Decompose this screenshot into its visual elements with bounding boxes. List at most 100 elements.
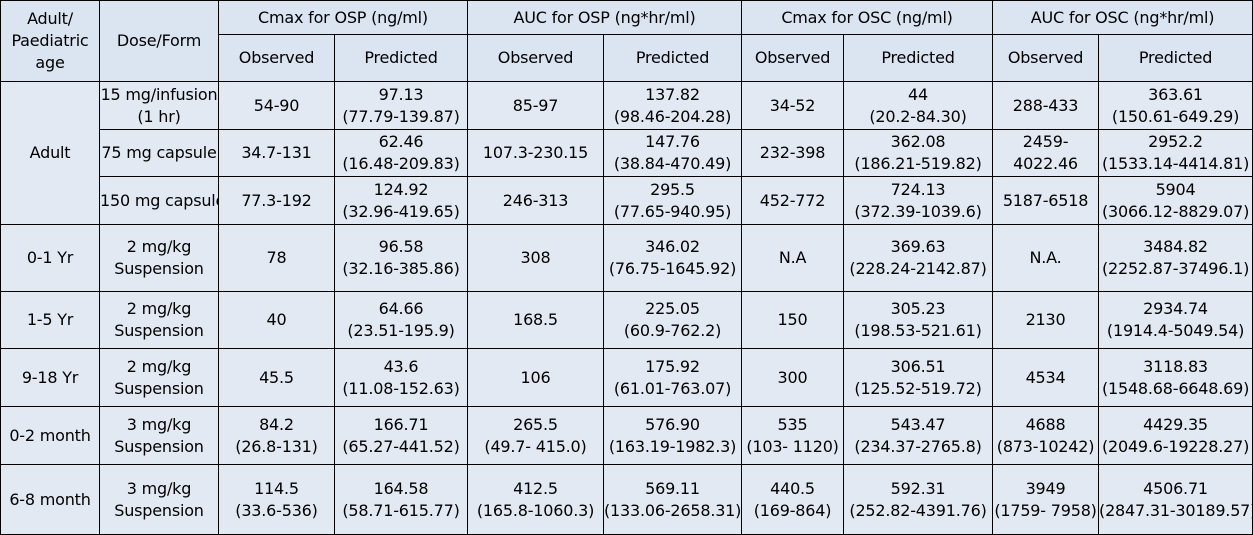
value-line: 85-97 xyxy=(512,95,559,115)
observed-cell: 150 xyxy=(741,291,845,349)
range-line: (61.01-763.07) xyxy=(613,378,732,398)
predicted-cell: 724.13 (372.39-1039.6) xyxy=(843,176,994,225)
predicted-cell: 369.63 (228.24-2142.87) xyxy=(843,224,994,292)
predicted-cell: 43.6 (11.08-152.63) xyxy=(334,348,468,407)
predicted-cell: 44 (20.2-84.30) xyxy=(843,81,994,130)
range-line: (1548.68-6648.69) xyxy=(1101,378,1250,398)
header-auc-osc: AUC for OSC (ng*hr/ml) xyxy=(992,0,1253,35)
range-line: (33.6-536) xyxy=(235,500,318,520)
header-cmax-osc: Cmax for OSC (ng/ml) xyxy=(741,0,994,35)
range-line: (150.61-649.29) xyxy=(1111,106,1240,126)
range-line: (169-864) xyxy=(753,500,832,520)
range-line: (1759- 7958) xyxy=(994,500,1097,520)
table-row-paediatric: 0-1 Yr 2 mg/kg Suspension 78 96.58 (32.16-385… xyxy=(0,224,1253,292)
value-line: 147.76 xyxy=(645,132,700,151)
predicted-cell: 137.82 (98.46-204.28) xyxy=(602,81,743,130)
range-line: (98.46-204.28) xyxy=(613,106,732,126)
dose-line: 2 mg/kg xyxy=(126,299,192,318)
value-line: 64.66 xyxy=(378,299,424,318)
value-line: 34.7-131 xyxy=(241,143,312,162)
value-line: 412.5 xyxy=(513,478,558,498)
value-line: 2952.2 xyxy=(1148,132,1203,151)
value-line: 295.5 xyxy=(650,179,695,199)
value-line: 306.51 xyxy=(890,356,946,376)
observed-cell: 78 xyxy=(218,224,335,292)
observed-cell: 265.5 (49.7- 415.0) xyxy=(467,406,604,465)
value-line: 305.23 xyxy=(890,299,946,318)
dose-cell: 2 mg/kg Suspension xyxy=(99,224,219,292)
range-line: (65.27-441.52) xyxy=(342,436,460,456)
dose-cell: 150 mg capsule xyxy=(99,176,219,225)
observed-cell: 54-90 xyxy=(218,81,335,130)
range-line: (2847.31-30189.57) xyxy=(1099,500,1253,520)
predicted-cell: 2934.74 (1914.4-5049.54) xyxy=(1098,291,1253,349)
value-line: 288-433 xyxy=(1012,95,1079,115)
header-row-sub: Observed Predicted Observed Predicted Ob… xyxy=(1,34,1253,82)
predicted-cell: 4429.35 (2049.6-19228.27) xyxy=(1098,406,1253,465)
range-line: (60.9-762.2) xyxy=(623,321,722,340)
range-line: (1914.4-5049.54) xyxy=(1106,321,1245,340)
predicted-cell: 96.58 (32.16-385.86) xyxy=(334,224,468,292)
predicted-cell: 295.5 (77.65-940.95) xyxy=(602,176,743,225)
range-line: (186.21-519.82) xyxy=(854,154,982,173)
observed-cell: 246-313 xyxy=(467,176,604,225)
table-row-adult-15mg: Adult 15 mg/infusion (1 hr) 54-90 97.13(… xyxy=(0,81,1253,225)
value-line: 78 xyxy=(266,248,287,267)
value-line: 40 xyxy=(266,310,287,329)
range-line: (49.7- 415.0) xyxy=(484,436,587,456)
header-cmax-osp: Cmax for OSP (ng/ml) xyxy=(218,0,468,35)
dose-line: Suspension xyxy=(114,378,204,398)
observed-cell: 2459- 4022.46 xyxy=(992,129,1100,177)
predicted-cell: 64.66 (23.51-195.9) xyxy=(334,291,468,349)
header-auc-osp: AUC for OSP (ng*hr/ml) xyxy=(466,0,743,35)
dose-line: Suspension xyxy=(114,500,204,520)
dose-cell: 3 mg/kg Suspension xyxy=(99,464,219,535)
age-cell: 6-8 month xyxy=(0,464,100,535)
observed-cell: 114.5 (33.6-536) xyxy=(218,464,335,535)
age-cell: 0-1 Yr xyxy=(0,224,100,292)
range-line: (228.24-2142.87) xyxy=(849,259,987,278)
observed-cell: 2130 xyxy=(992,291,1100,349)
header-dose-form: Dose/Form xyxy=(99,0,219,82)
predicted-cell: 97.13 (77.79-139.87) xyxy=(334,81,468,130)
predicted-cell: 124.92 (32.96-419.65) xyxy=(334,176,468,225)
observed-cell: 3949 (1759- 7958) xyxy=(992,464,1100,535)
header-age-line-1: Adult/ xyxy=(27,9,73,28)
range-line: (23.51-195.9) xyxy=(347,321,455,340)
predicted-cell: 543.47 (234.37-2765.8) xyxy=(843,406,994,465)
observed-cell: 45.5 xyxy=(218,348,335,407)
header-predicted: Predicted xyxy=(843,34,994,82)
predicted-cell: 576.90 (163.19-1982.3) xyxy=(602,406,743,465)
value-line: 265.5 xyxy=(513,414,558,434)
table-row-paediatric: 0-2 month 3 mg/kg Suspension 84.2 (26.8-131)… xyxy=(0,406,1253,465)
predicted-cell: 225.05 (60.9-762.2) xyxy=(602,291,743,349)
observed-cell: 288-433 xyxy=(992,81,1100,130)
value-line: 724.13 xyxy=(890,179,946,199)
value-line: 168.5 xyxy=(513,310,558,329)
observed-cell: N.A xyxy=(741,224,845,292)
observed-cell: 5187-6518 xyxy=(992,176,1100,225)
value-line: 166.71 xyxy=(373,414,429,434)
observed-cell: 412.5 (165.8-1060.3) xyxy=(467,464,604,535)
range-line: (77.79-139.87) xyxy=(342,106,460,126)
value-line: 137.82 xyxy=(645,84,700,104)
paediatric-rows: 0-1 Yr 2 mg/kg Suspension 78 96.58 (32.16-385… xyxy=(0,224,1253,535)
header-observed: Observed xyxy=(992,34,1100,82)
dose-line: 75 mg capsule xyxy=(101,143,217,162)
value-line: 363.61 xyxy=(1148,84,1203,104)
dose-line: 2 mg/kg xyxy=(126,356,192,376)
dose-cell: 75 mg capsule xyxy=(99,129,219,177)
predicted-cell: 2952.2 (1533.14-4414.81) xyxy=(1098,129,1253,177)
value-line: 4534 xyxy=(1025,367,1066,387)
range-line: (32.16-385.86) xyxy=(342,259,460,278)
range-line: (32.96-419.65) xyxy=(342,201,460,221)
predicted-cell: 306.51 (125.52-519.72) xyxy=(843,348,994,407)
range-line: (873-10242) xyxy=(996,436,1095,456)
observed-cell: 168.5 xyxy=(467,291,604,349)
observed-cell: 84.2 (26.8-131) xyxy=(218,406,335,465)
observed-cell: 40 xyxy=(218,291,335,349)
observed-cell: 300 xyxy=(741,348,845,407)
value-line: 45.5 xyxy=(259,367,294,387)
header-observed: Observed xyxy=(218,34,335,82)
